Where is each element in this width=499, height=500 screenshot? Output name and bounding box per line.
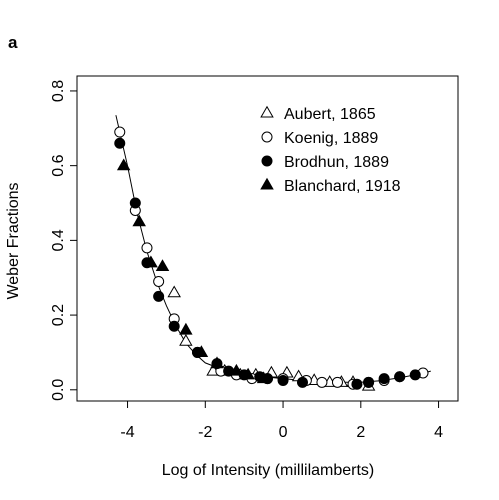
blanchard-point — [116, 158, 131, 171]
plot-area — [114, 115, 431, 391]
x-tick-label: -2 — [198, 424, 212, 441]
blanchard-point — [229, 363, 244, 376]
legend: Aubert, 1865 Koenig, 1889 Brodhun, 1889 Bla… — [260, 105, 401, 195]
legend-label: Blanchard, 1918 — [284, 178, 401, 195]
blanchard-point — [179, 322, 193, 335]
brodhun-point — [409, 369, 421, 381]
brodhun-point — [296, 376, 308, 388]
y-tick-label: 0.8 — [50, 80, 67, 102]
koenig-point — [114, 126, 126, 138]
brodhun-point — [114, 137, 126, 149]
x-tick-label: -4 — [120, 424, 134, 441]
koenig-point — [141, 242, 153, 254]
series-1 — [144, 255, 376, 391]
brodhun-point — [168, 320, 180, 332]
y-axis-title: Weber Fractions — [5, 182, 22, 299]
koenig-point — [331, 376, 343, 388]
blanchard-point — [241, 367, 255, 380]
legend-marker — [260, 105, 274, 118]
koenig-point — [316, 376, 328, 388]
x-tick-label: 2 — [356, 424, 365, 441]
brodhun-point — [363, 376, 375, 388]
brodhun-point — [351, 378, 363, 390]
blanchard-point — [144, 255, 158, 268]
panel-label: a — [8, 33, 18, 52]
brodhun-point — [129, 197, 141, 209]
y-tick-label: 0.2 — [50, 304, 67, 326]
legend-marker — [261, 155, 273, 167]
series-4 — [116, 158, 271, 384]
legend-marker — [260, 177, 274, 190]
plot-frame — [76, 75, 459, 402]
koenig-point — [153, 275, 165, 287]
brodhun-point — [394, 371, 406, 383]
y-tick-label: 0.0 — [50, 379, 67, 401]
blanchard-point — [132, 214, 146, 227]
x-axis-title: Log of Intensity (millilamberts) — [162, 462, 375, 479]
legend-label: Aubert, 1865 — [284, 106, 376, 123]
legend-marker — [261, 131, 273, 143]
y-tick-label: 0.4 — [50, 229, 67, 251]
axes: -4 -2 0 2 4 0.0 0.2 0.4 0.6 0.8 — [50, 75, 459, 441]
brodhun-point — [378, 373, 390, 385]
blanchard-point — [194, 345, 209, 357]
brodhun-point — [153, 290, 165, 302]
y-tick-label: 0.6 — [50, 154, 67, 176]
aubert-point — [179, 333, 193, 346]
blanchard-point — [256, 371, 271, 384]
legend-label: Koenig, 1889 — [284, 130, 378, 147]
x-tick-label: 0 — [279, 424, 288, 441]
legend-label: Brodhun, 1889 — [284, 154, 389, 171]
blanchard-point — [210, 356, 224, 369]
blanchard-point — [155, 259, 170, 271]
aubert-point — [167, 285, 181, 298]
x-tick-label: 4 — [434, 424, 443, 441]
brodhun-point — [277, 374, 289, 386]
